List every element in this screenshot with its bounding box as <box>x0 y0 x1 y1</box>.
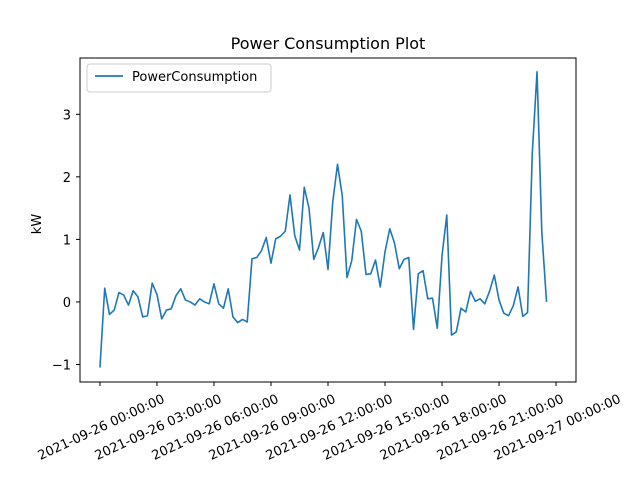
legend-label-powerconsumption: PowerConsumption <box>132 70 257 85</box>
axes-frame <box>79 57 577 383</box>
plot-area <box>99 70 548 368</box>
y-tick-label: −1 <box>52 358 71 373</box>
y-tick-label: 0 <box>63 296 71 311</box>
legend: PowerConsumption <box>86 63 272 93</box>
y-axis-ticks: −1 0 1 2 3 <box>52 108 80 373</box>
legend-box <box>86 63 272 93</box>
y-tick-label: 2 <box>63 171 71 186</box>
series-line-powerconsumption <box>99 70 548 368</box>
y-axis-label: kW <box>30 214 45 235</box>
y-tick-label: 3 <box>63 108 71 123</box>
chart-title: Power Consumption Plot <box>231 34 426 53</box>
y-tick-label: 1 <box>63 233 71 248</box>
